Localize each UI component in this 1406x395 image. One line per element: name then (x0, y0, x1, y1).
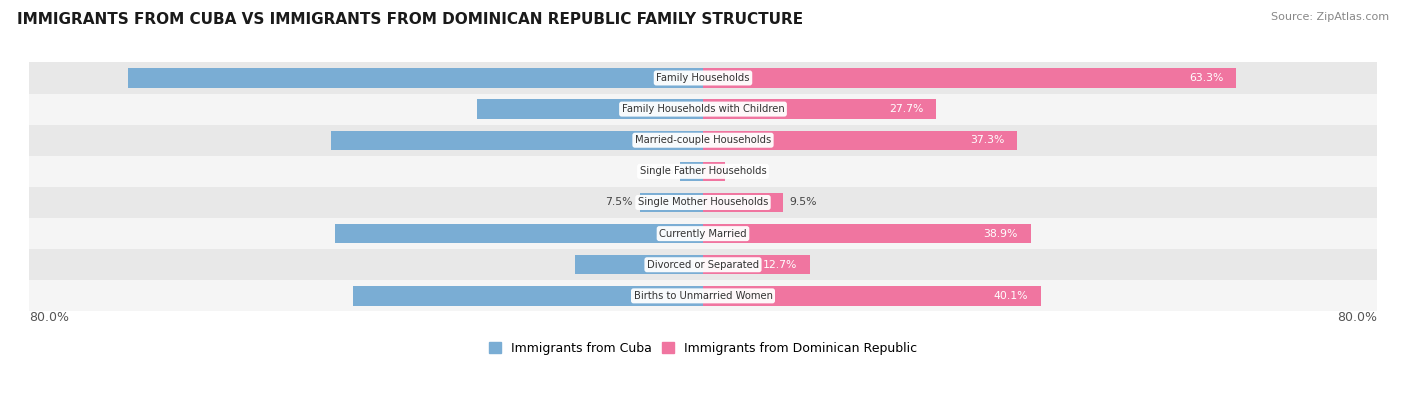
Bar (30, 156, 1376, 187)
Text: 2.6%: 2.6% (731, 166, 759, 176)
Bar (703, 286, 1040, 305)
Text: Family Households with Children: Family Households with Children (621, 104, 785, 114)
Bar (681, 162, 703, 181)
Bar (353, 286, 703, 305)
Bar (703, 255, 810, 275)
Bar (128, 68, 703, 88)
Text: Family Households: Family Households (657, 73, 749, 83)
Text: 43.7%: 43.7% (690, 229, 724, 239)
Bar (703, 131, 1017, 150)
Bar (703, 193, 783, 212)
Text: 40.1%: 40.1% (994, 291, 1028, 301)
Bar (30, 249, 1376, 280)
Bar (30, 218, 1376, 249)
Legend: Immigrants from Cuba, Immigrants from Dominican Republic: Immigrants from Cuba, Immigrants from Do… (484, 337, 922, 360)
Bar (703, 224, 1031, 243)
Bar (30, 125, 1376, 156)
Bar (703, 68, 1236, 88)
Text: 2.7%: 2.7% (645, 166, 673, 176)
Text: 68.2%: 68.2% (690, 73, 724, 83)
Text: 12.7%: 12.7% (763, 260, 797, 270)
Text: Divorced or Separated: Divorced or Separated (647, 260, 759, 270)
Bar (703, 162, 725, 181)
Bar (30, 187, 1376, 218)
Text: 63.3%: 63.3% (1189, 73, 1223, 83)
Text: 44.2%: 44.2% (690, 135, 724, 145)
Bar (30, 280, 1376, 311)
Text: 80.0%: 80.0% (1337, 311, 1376, 324)
Text: 26.8%: 26.8% (690, 104, 724, 114)
Text: Currently Married: Currently Married (659, 229, 747, 239)
Text: Single Father Households: Single Father Households (640, 166, 766, 176)
Bar (30, 62, 1376, 94)
Text: Source: ZipAtlas.com: Source: ZipAtlas.com (1271, 12, 1389, 22)
Text: Single Mother Households: Single Mother Households (638, 198, 768, 207)
Text: Married-couple Households: Married-couple Households (636, 135, 770, 145)
Text: 9.5%: 9.5% (790, 198, 817, 207)
Text: IMMIGRANTS FROM CUBA VS IMMIGRANTS FROM DOMINICAN REPUBLIC FAMILY STRUCTURE: IMMIGRANTS FROM CUBA VS IMMIGRANTS FROM … (17, 12, 803, 27)
Text: 7.5%: 7.5% (606, 198, 633, 207)
Bar (703, 100, 936, 119)
Text: 41.5%: 41.5% (690, 291, 724, 301)
Bar (640, 193, 703, 212)
Text: 27.7%: 27.7% (890, 104, 924, 114)
Text: 37.3%: 37.3% (970, 135, 1005, 145)
Text: 15.2%: 15.2% (690, 260, 724, 270)
Bar (335, 224, 703, 243)
Text: Births to Unmarried Women: Births to Unmarried Women (634, 291, 772, 301)
Bar (575, 255, 703, 275)
Text: 80.0%: 80.0% (30, 311, 69, 324)
Text: 38.9%: 38.9% (984, 229, 1018, 239)
Bar (30, 94, 1376, 125)
Bar (477, 100, 703, 119)
Bar (330, 131, 703, 150)
